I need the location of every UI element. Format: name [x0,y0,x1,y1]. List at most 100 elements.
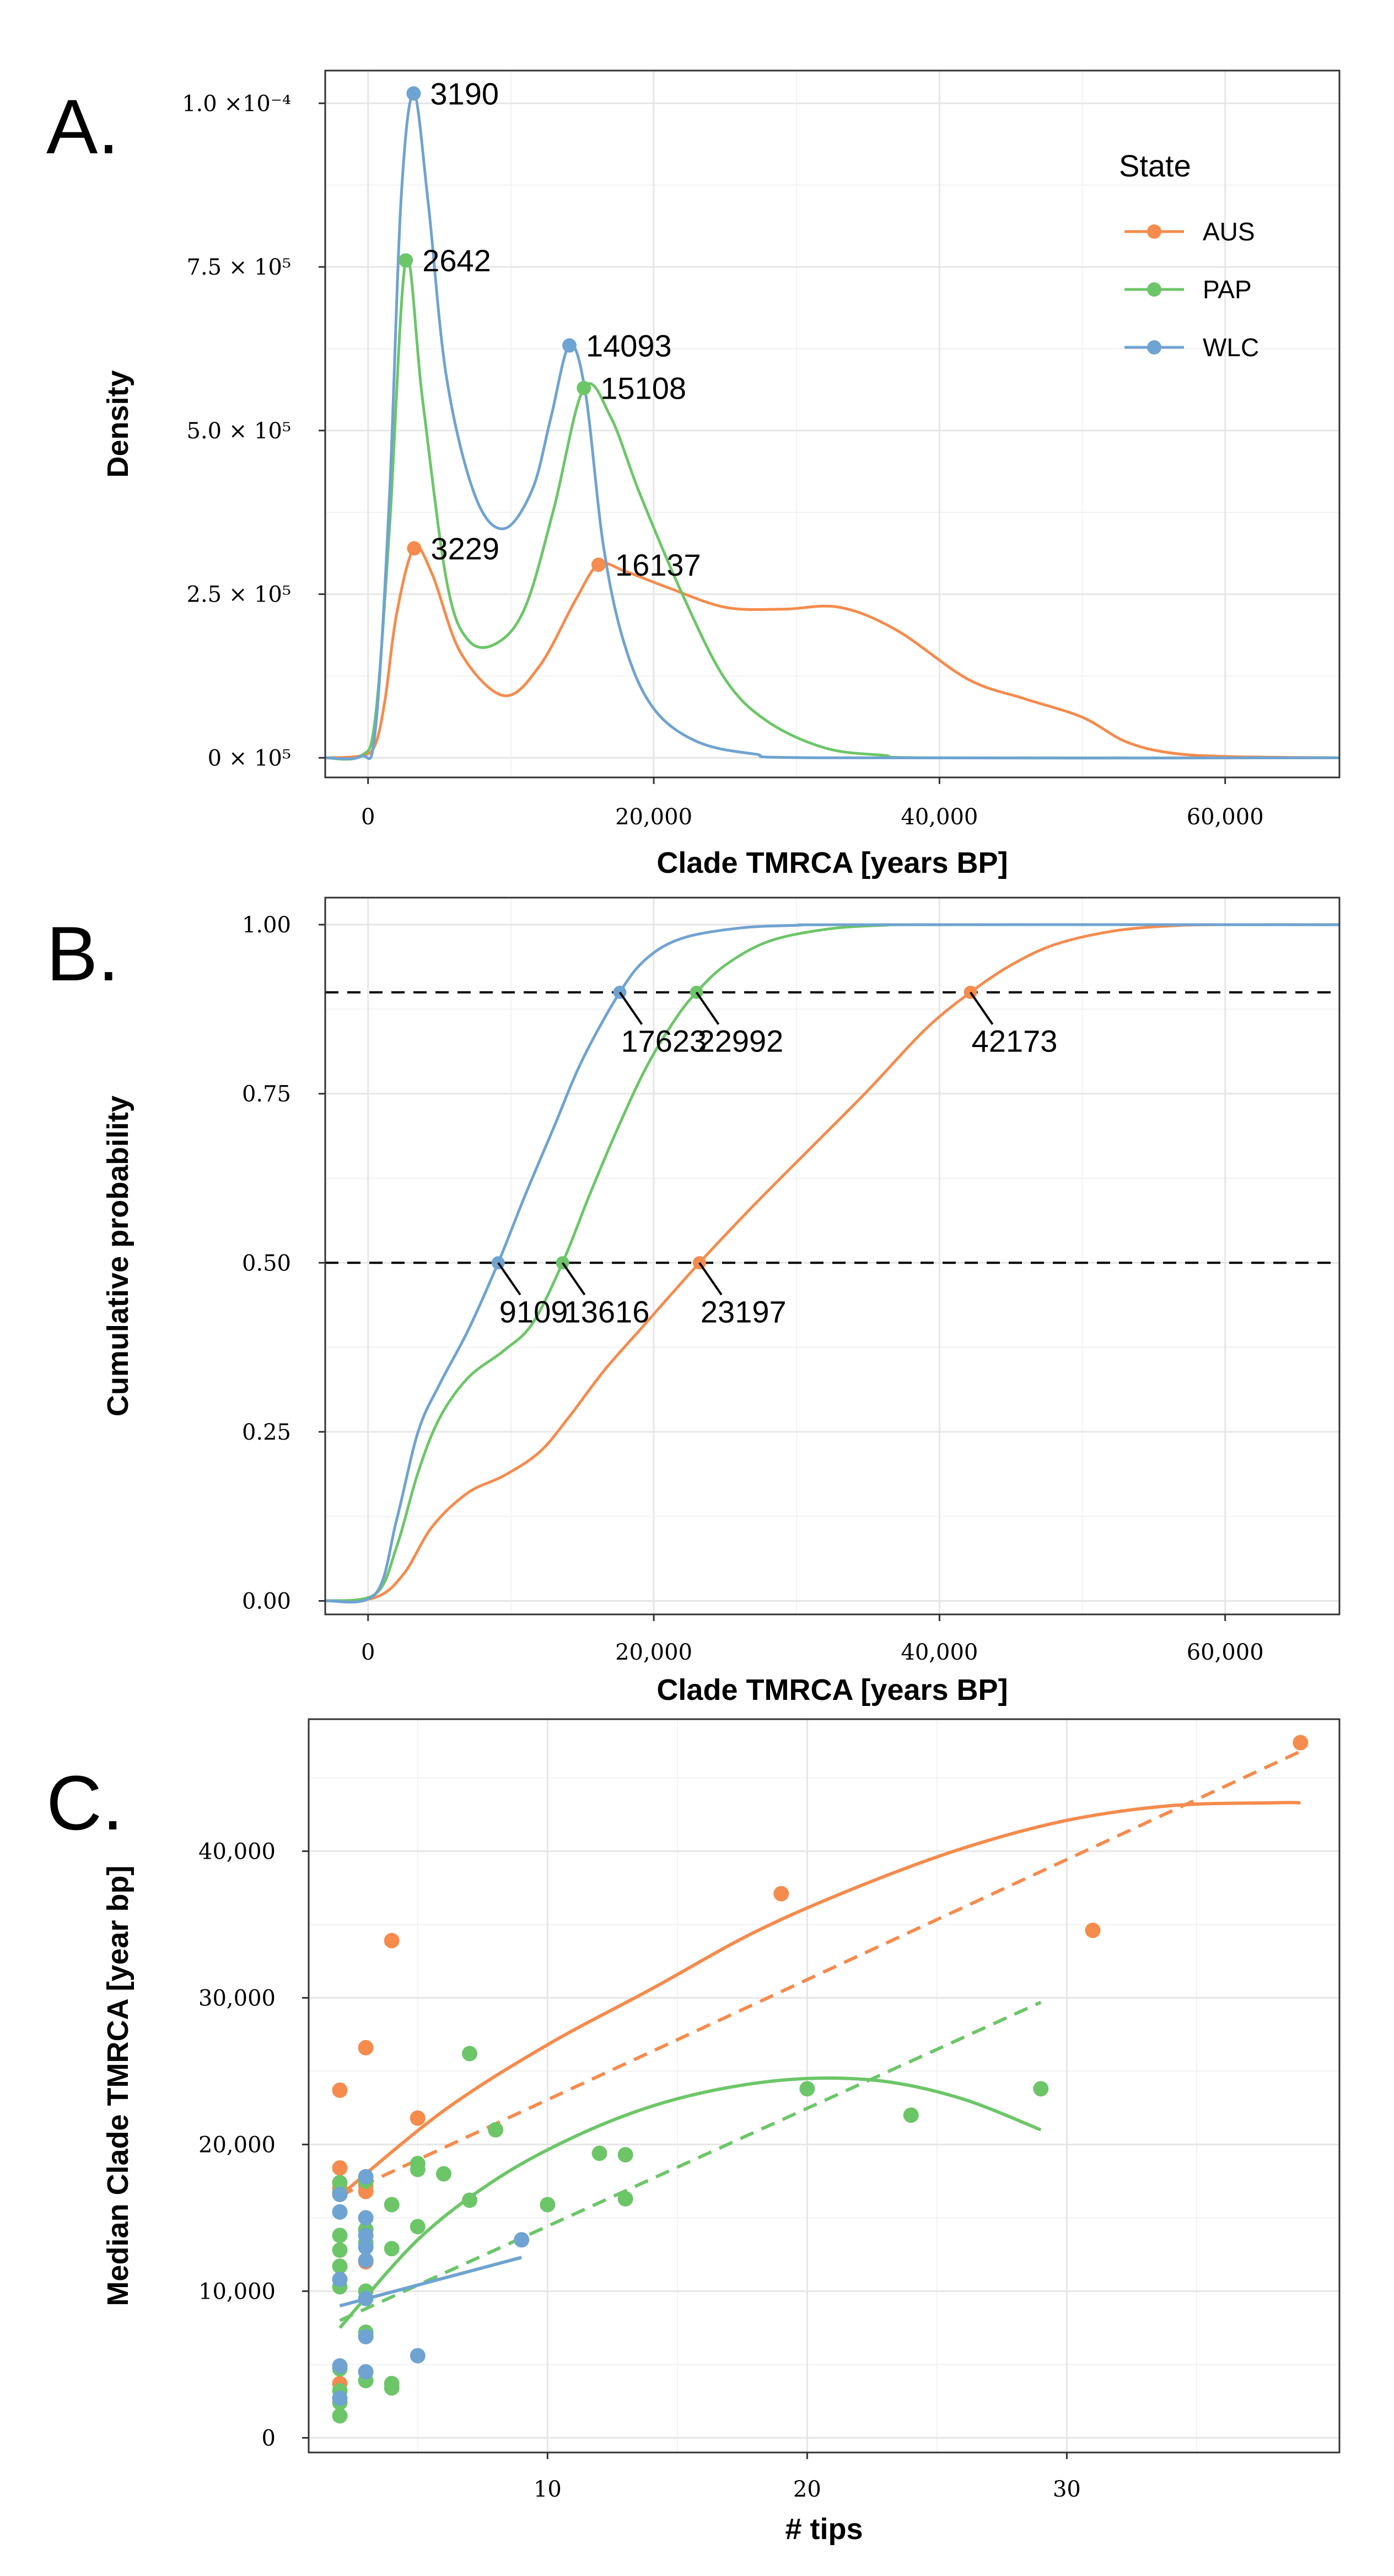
data-point-pap [384,2380,400,2396]
peak-label: 16137 [615,548,701,582]
cdf-line-wlc [325,923,1340,1604]
peak-label: 14093 [586,329,672,363]
data-point-pap [617,2147,633,2163]
quantile-leader-line [497,1262,521,1296]
quantile-label: 42173 [972,1024,1058,1059]
x-axis-title: # tips [785,2513,863,2546]
x-axis-title: Clade TMRCA [years BP] [656,846,1008,879]
x-tick-label: 20,000 [615,804,692,830]
data-point-wlc [358,2328,374,2344]
data-point-wlc [332,2186,348,2202]
peak-label: 2642 [422,243,491,278]
x-tick-label: 60,000 [1187,804,1264,830]
peak-label: 3229 [430,532,499,566]
fit-solid-aus [338,1801,1301,2197]
legend-key-point [1147,224,1161,239]
data-point-pap [1033,2081,1049,2097]
quantile-leader-line [695,991,720,1025]
legend-label-wlc: WLC [1203,333,1259,362]
y-tick-label: 20,000 [198,2132,276,2158]
fit-solid-wlc [339,2256,522,2307]
peak-point-wlc [562,338,577,353]
y-tick-label: 0 [262,2425,276,2451]
quantile-label: 13616 [564,1294,650,1329]
y-tick-label: 0 × 10⁵ [208,745,291,771]
panel-c-scatter: C. 10 20 30 0 10,000 20,000 30,000 40,000 # tips M… [46,1718,1341,2546]
x-tick-label: 0 [361,804,375,830]
data-point-pap [903,2107,919,2123]
data-point-aus [332,2082,348,2098]
legend-label-pap: PAP [1203,275,1252,304]
x-tick-label: 20 [793,2477,821,2502]
data-point-pap [462,2046,478,2062]
x-tick-label: 10 [534,2477,562,2502]
y-tick-label: 2.5 × 10⁵ [187,582,292,608]
plot-background [325,71,1339,777]
data-point-wlc [332,2272,348,2288]
y-tick-label: 0.25 [242,1420,291,1445]
panel-label: B. [46,910,119,997]
data-point-aus [410,2110,426,2126]
data-point-pap [332,2228,348,2244]
data-point-wlc [358,2239,374,2255]
data-point-aus [384,1933,400,1949]
y-tick-label: 5.0 × 10⁵ [187,418,292,444]
x-tick-label: 20,000 [615,1640,692,1665]
peak-point-pap [577,380,591,395]
panel-label: A. [46,83,119,170]
quantile-leader-line [561,1262,586,1296]
data-point-pap [410,2161,426,2177]
quantile-leader-line [698,1262,723,1296]
legend-key-point [1147,282,1161,297]
data-point-aus [358,2040,374,2056]
legend-key-point [1147,340,1161,355]
y-axis-title: Median Clade TMRCA [year bp] [101,1865,134,2306]
y-axis-title: Cumulative probability [101,1096,134,1416]
data-point-wlc [358,2364,374,2380]
data-point-pap [384,2197,400,2213]
y-tick-label: 1.00 [242,913,291,938]
data-point-wlc [358,2210,374,2226]
data-point-aus [773,1886,789,1902]
data-point-wlc [514,2232,530,2248]
quantile-label: 17623 [621,1024,707,1059]
data-point-pap [799,2081,815,2097]
legend-label-aus: AUS [1203,217,1255,246]
legend: State AUS PAP WLC [1119,148,1259,362]
data-point-aus [1085,1923,1101,1939]
data-point-wlc [410,2348,426,2364]
x-axis-title: Clade TMRCA [years BP] [656,1673,1008,1706]
peak-label: 3190 [430,77,499,111]
y-tick-label: 0.50 [242,1251,291,1276]
x-tick-label: 40,000 [901,1640,978,1665]
data-point-pap [591,2145,607,2161]
peak-label: 15108 [600,371,686,406]
y-axis-title: Density [101,370,134,477]
fit-solid-pap [338,2076,1042,2329]
data-point-wlc [358,2290,374,2306]
y-tick-label: 30,000 [198,1985,276,2011]
panel-label: C. [46,1759,123,1846]
data-point-wlc [332,2390,348,2406]
y-tick-label: 0.75 [242,1082,291,1107]
quantile-label: 23197 [701,1294,787,1329]
data-point-pap [384,2241,400,2257]
density-line-aus [325,545,1340,759]
plot-background [309,1719,1339,2452]
plot-background [325,898,1339,1614]
data-point-pap [332,2408,348,2424]
data-point-pap [410,2219,426,2235]
data-point-wlc [358,2169,374,2185]
data-point-wlc [332,2358,348,2374]
quantile-label: 22992 [698,1024,784,1059]
quantile-label: 9109 [499,1294,568,1329]
data-point-pap [462,2192,478,2208]
data-point-aus [332,2160,348,2176]
data-point-pap [435,2166,451,2182]
peak-point-aus [591,557,606,572]
data-point-pap [332,2242,348,2258]
data-point-pap [617,2191,633,2207]
legend-title: State [1119,148,1191,183]
data-point-pap [332,2258,348,2274]
